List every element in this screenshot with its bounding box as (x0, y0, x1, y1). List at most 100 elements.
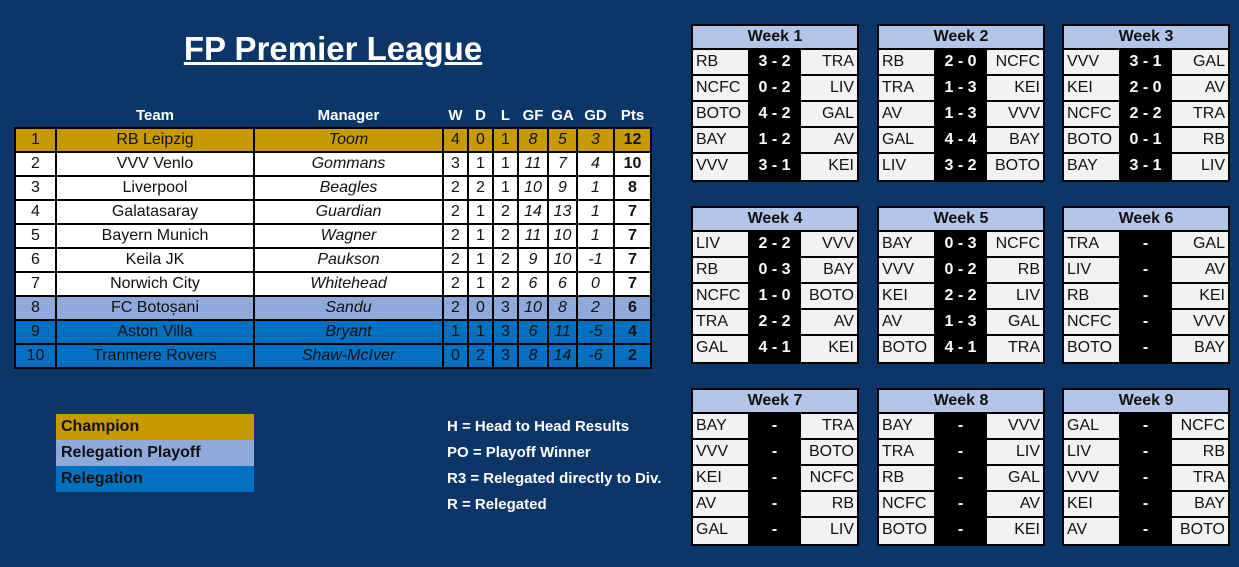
score: 0 - 3 (758, 261, 791, 278)
legend-note: PO = Playoff Winner (447, 444, 591, 461)
cell-d: 0 (467, 127, 494, 153)
match-row: NCFC 1 - 0 BOTO (693, 284, 857, 310)
table-row[interactable]: 9 Aston Villa Bryant 1 1 3 6 11 -5 4 (14, 319, 652, 345)
cell-d: 1 (467, 151, 494, 177)
score: - (771, 417, 778, 434)
score: - (1142, 339, 1149, 356)
cell-pos: 3 (14, 175, 57, 201)
match-row: AV - BOTO (1064, 518, 1228, 544)
cell-ga: 11 (547, 319, 578, 345)
table-row[interactable]: 7 Norwich City Whitehead 2 1 2 6 6 0 7 (14, 271, 652, 297)
score: 0 - 1 (1129, 131, 1162, 148)
match-row: AV - RB (693, 492, 857, 518)
home-team: AV (693, 492, 748, 518)
score: - (771, 521, 778, 538)
away-team: RB (801, 492, 857, 518)
table-row[interactable]: 10 Tranmere Rovers Shaw-McIver 0 2 3 8 14 -6 2 (14, 343, 652, 369)
home-team: NCFC (879, 492, 934, 518)
home-team: TRA (693, 310, 748, 336)
week-header: Week 7 (693, 390, 857, 414)
home-team: BAY (693, 128, 748, 154)
score: - (957, 495, 964, 512)
score: 2 - 2 (758, 235, 791, 252)
away-team: BOTO (1172, 518, 1228, 544)
cell-team: VVV Venlo (55, 151, 255, 177)
cell-pos: 4 (14, 199, 57, 225)
away-team: AV (1172, 76, 1228, 102)
cell-team: Galatasaray (55, 199, 255, 225)
cell-pts: 7 (613, 199, 652, 225)
score: 4 - 1 (758, 339, 791, 356)
cell-manager: Beagles (253, 175, 444, 201)
cell-gd: -5 (576, 319, 615, 345)
cell-w: 1 (442, 319, 469, 345)
cell-d: 1 (467, 199, 494, 225)
away-team: RB (987, 258, 1043, 284)
cell-l: 1 (492, 175, 519, 201)
table-row[interactable]: 5 Bayern Munich Wagner 2 1 2 11 10 1 7 (14, 223, 652, 249)
score: 4 - 4 (944, 131, 977, 148)
cell-l: 3 (492, 319, 519, 345)
match-row: TRA - LIV (879, 440, 1043, 466)
column-header: GD (584, 106, 607, 124)
cell-pos: 7 (14, 271, 57, 297)
table-row[interactable]: 8 FC Botoșani Sandu 2 0 3 10 8 2 6 (14, 295, 652, 321)
home-team: VVV (1064, 50, 1119, 76)
cell-l: 3 (492, 295, 519, 321)
table-row[interactable]: 2 VVV Venlo Gommans 3 1 1 11 7 4 10 (14, 151, 652, 177)
legend-note: H = Head to Head Results (447, 418, 630, 435)
away-team: KEI (1172, 284, 1228, 310)
away-team: LIV (1172, 154, 1228, 180)
week-header: Week 1 (693, 26, 857, 50)
home-team: BAY (879, 232, 934, 258)
table-row[interactable]: 6 Keila JK Paukson 2 1 2 9 10 -1 7 (14, 247, 652, 273)
home-team: GAL (879, 128, 934, 154)
week-fixtures-2: Week 2 RB 2 - 0 NCFC TRA 1 - 3 KEI AV 1 - 3 VVV GA… (877, 24, 1045, 182)
home-team: RB (693, 50, 748, 76)
cell-d: 0 (467, 295, 494, 321)
score: 1 - 3 (944, 313, 977, 330)
home-team: TRA (879, 76, 934, 102)
cell-team: FC Botoșani (55, 295, 255, 321)
cell-ga: 10 (547, 247, 578, 273)
home-team: BOTO (879, 518, 934, 544)
away-team: GAL (801, 102, 857, 128)
legend-relegation-playoff: Relegation Playoff (56, 440, 254, 466)
cell-gf: 9 (517, 247, 549, 273)
column-header: Team (135, 106, 175, 124)
column-header: GA (551, 106, 574, 124)
home-team: BOTO (879, 336, 934, 362)
home-team: LIV (879, 154, 934, 180)
table-row[interactable]: 4 Galatasaray Guardian 2 1 2 14 13 1 7 (14, 199, 652, 225)
cell-w: 2 (442, 175, 469, 201)
cell-d: 1 (467, 223, 494, 249)
match-row: NCFC - VVV (1064, 310, 1228, 336)
score: - (957, 417, 964, 434)
home-team: TRA (1064, 232, 1119, 258)
match-row: RB 3 - 2 TRA (693, 50, 857, 76)
table-row[interactable]: 3 Liverpool Beagles 2 2 1 10 9 1 8 (14, 175, 652, 201)
away-team: AV (1172, 258, 1228, 284)
cell-gf: 10 (517, 295, 549, 321)
home-team: BOTO (1064, 336, 1119, 362)
away-team: VVV (1172, 310, 1228, 336)
cell-gd: -1 (576, 247, 615, 273)
away-team: VVV (987, 102, 1043, 128)
cell-manager: Paukson (253, 247, 444, 273)
cell-team: Tranmere Rovers (55, 343, 255, 369)
cell-w: 2 (442, 223, 469, 249)
week-header: Week 8 (879, 390, 1043, 414)
cell-ga: 10 (547, 223, 578, 249)
away-team: AV (801, 310, 857, 336)
cell-pts: 2 (613, 343, 652, 369)
table-row[interactable]: 1 RB Leipzig Toom 4 0 1 8 5 3 12 (14, 127, 652, 153)
score: - (771, 443, 778, 460)
away-team: LIV (801, 518, 857, 544)
away-team: BAY (987, 128, 1043, 154)
match-row: TRA 1 - 3 KEI (879, 76, 1043, 102)
legend-note: R3 = Relegated directly to Div. (447, 470, 662, 487)
away-team: TRA (987, 336, 1043, 362)
score: - (771, 469, 778, 486)
column-header: W (448, 106, 463, 124)
column-header: GF (522, 106, 544, 124)
